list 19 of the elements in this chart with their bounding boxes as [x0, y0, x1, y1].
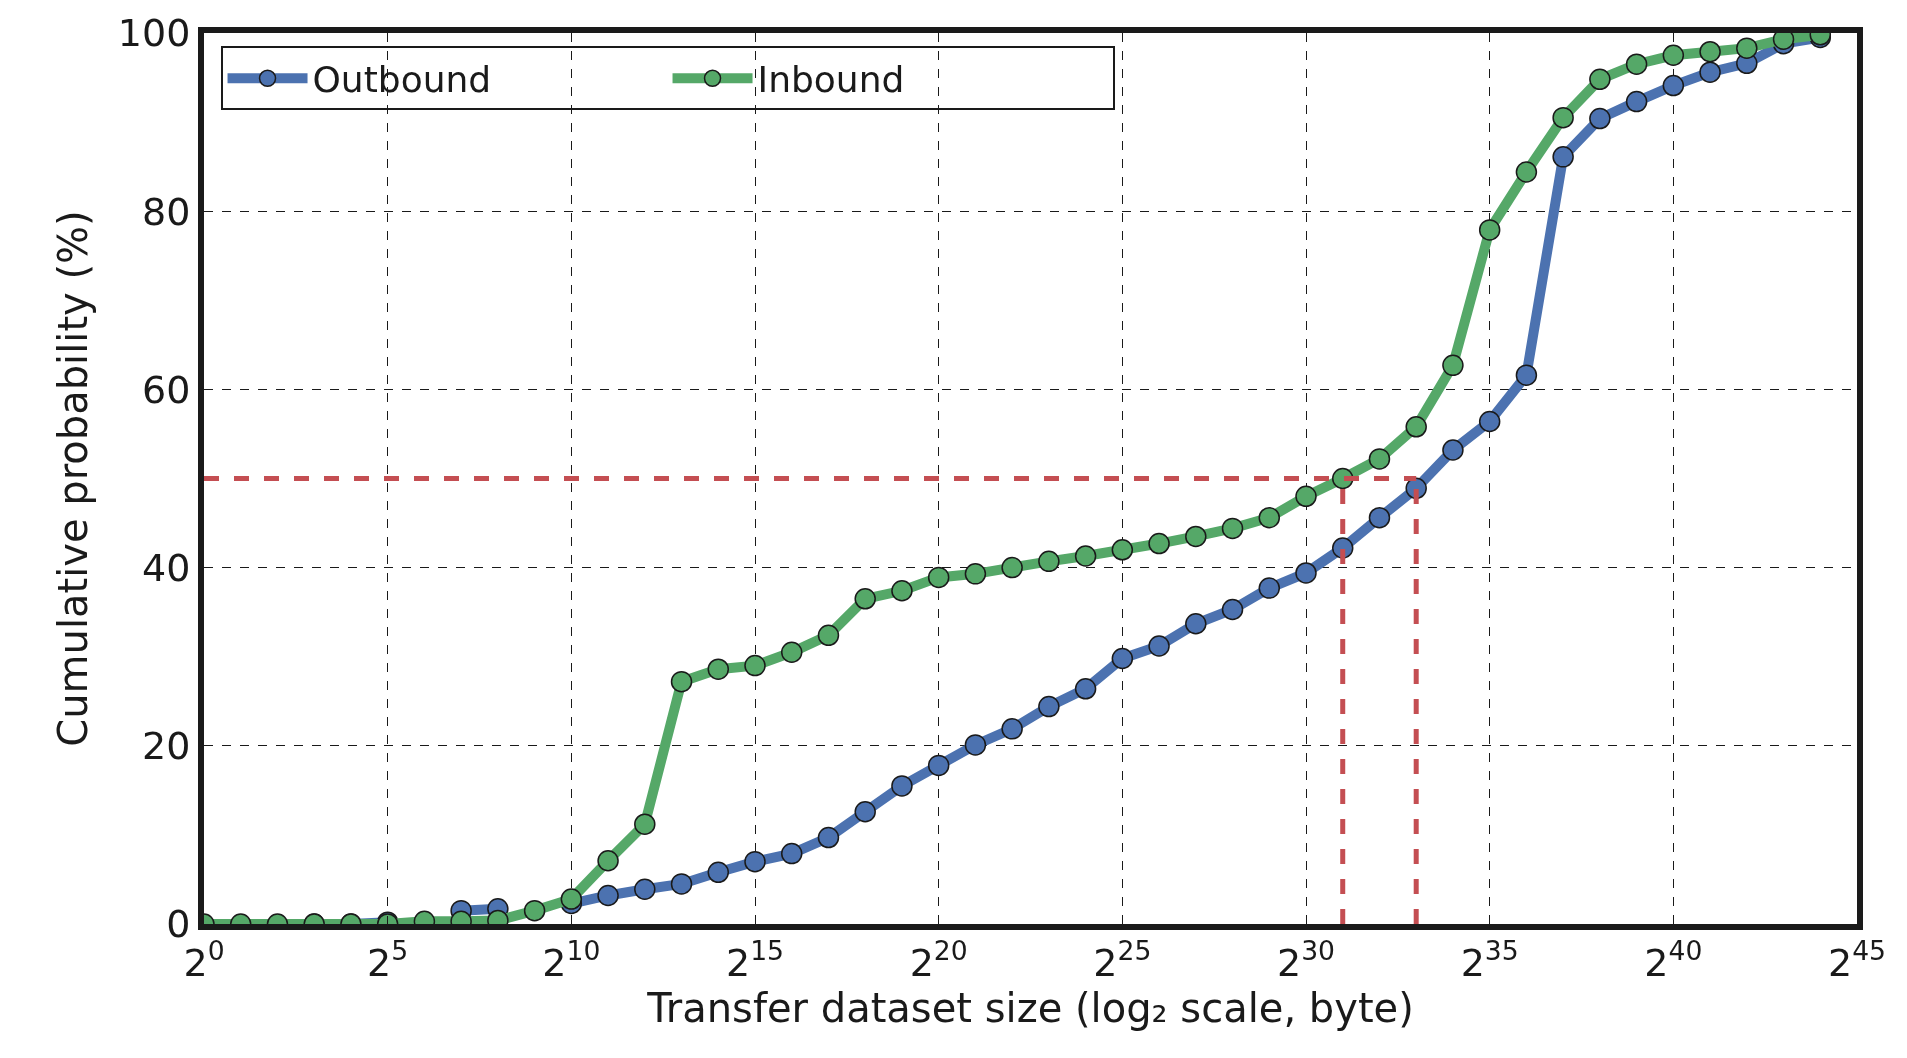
- x-tick-label: 2$^{45}$: [1827, 934, 1887, 985]
- x-tick-label: 2$^{20}$: [909, 934, 968, 985]
- y-tick-label: 40: [142, 545, 191, 590]
- y-tick-label: 0: [166, 902, 191, 947]
- x-axis-title: Transfer dataset size (log₂ scale, byte): [646, 984, 1414, 1031]
- y-tick-label: 60: [142, 367, 191, 412]
- y-axis-title: Cumulative probability (%): [49, 210, 96, 747]
- legend-label: Inbound: [757, 59, 905, 101]
- y-tick-label: 100: [117, 11, 191, 56]
- x-tick-label: 2$^{35}$: [1460, 934, 1519, 985]
- x-tick-label: 2$^{10}$: [542, 934, 601, 985]
- x-tick-label: 2$^{5}$: [367, 934, 409, 985]
- x-tick-label: 2$^{15}$: [725, 934, 785, 985]
- y-tick-label: 80: [142, 189, 191, 234]
- x-tick-label: 2$^{25}$: [1093, 934, 1152, 985]
- y-tick-label: 20: [142, 724, 191, 769]
- legend-label: Outbound: [312, 59, 492, 101]
- x-tick-label: 2$^{40}$: [1644, 934, 1703, 985]
- x-tick-label: 2$^{30}$: [1276, 934, 1336, 985]
